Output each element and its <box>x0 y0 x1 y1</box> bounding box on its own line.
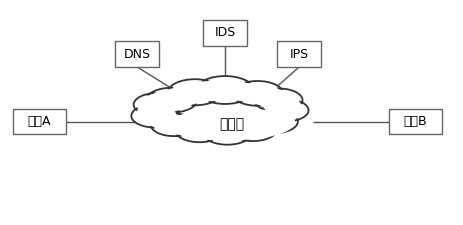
Ellipse shape <box>170 108 293 140</box>
Circle shape <box>153 115 194 135</box>
FancyBboxPatch shape <box>13 108 66 134</box>
Circle shape <box>254 88 302 112</box>
Circle shape <box>205 122 249 143</box>
FancyBboxPatch shape <box>277 41 320 67</box>
Text: 主机B: 主机B <box>403 115 426 128</box>
Circle shape <box>131 104 179 128</box>
Circle shape <box>249 110 297 133</box>
FancyBboxPatch shape <box>203 20 246 45</box>
FancyBboxPatch shape <box>115 41 158 67</box>
Circle shape <box>257 90 299 110</box>
Circle shape <box>178 120 220 141</box>
Ellipse shape <box>167 106 296 141</box>
Circle shape <box>262 99 308 122</box>
Text: IDS: IDS <box>214 26 235 39</box>
Circle shape <box>134 106 176 126</box>
Circle shape <box>235 83 279 104</box>
Circle shape <box>196 76 253 104</box>
Circle shape <box>168 79 221 105</box>
Text: 主机A: 主机A <box>28 115 51 128</box>
Circle shape <box>171 81 218 104</box>
Circle shape <box>175 119 223 142</box>
Circle shape <box>149 89 194 111</box>
Text: 互联网: 互联网 <box>219 117 244 131</box>
Circle shape <box>133 93 181 116</box>
FancyBboxPatch shape <box>388 108 441 134</box>
Circle shape <box>232 81 282 106</box>
Circle shape <box>264 100 305 120</box>
Circle shape <box>202 121 251 145</box>
Circle shape <box>231 119 274 140</box>
Text: IPS: IPS <box>289 47 308 61</box>
Text: DNS: DNS <box>123 47 150 61</box>
Circle shape <box>150 114 197 136</box>
Circle shape <box>252 111 294 132</box>
Circle shape <box>146 88 197 112</box>
Circle shape <box>228 118 276 141</box>
Circle shape <box>199 78 250 102</box>
Circle shape <box>136 94 179 115</box>
